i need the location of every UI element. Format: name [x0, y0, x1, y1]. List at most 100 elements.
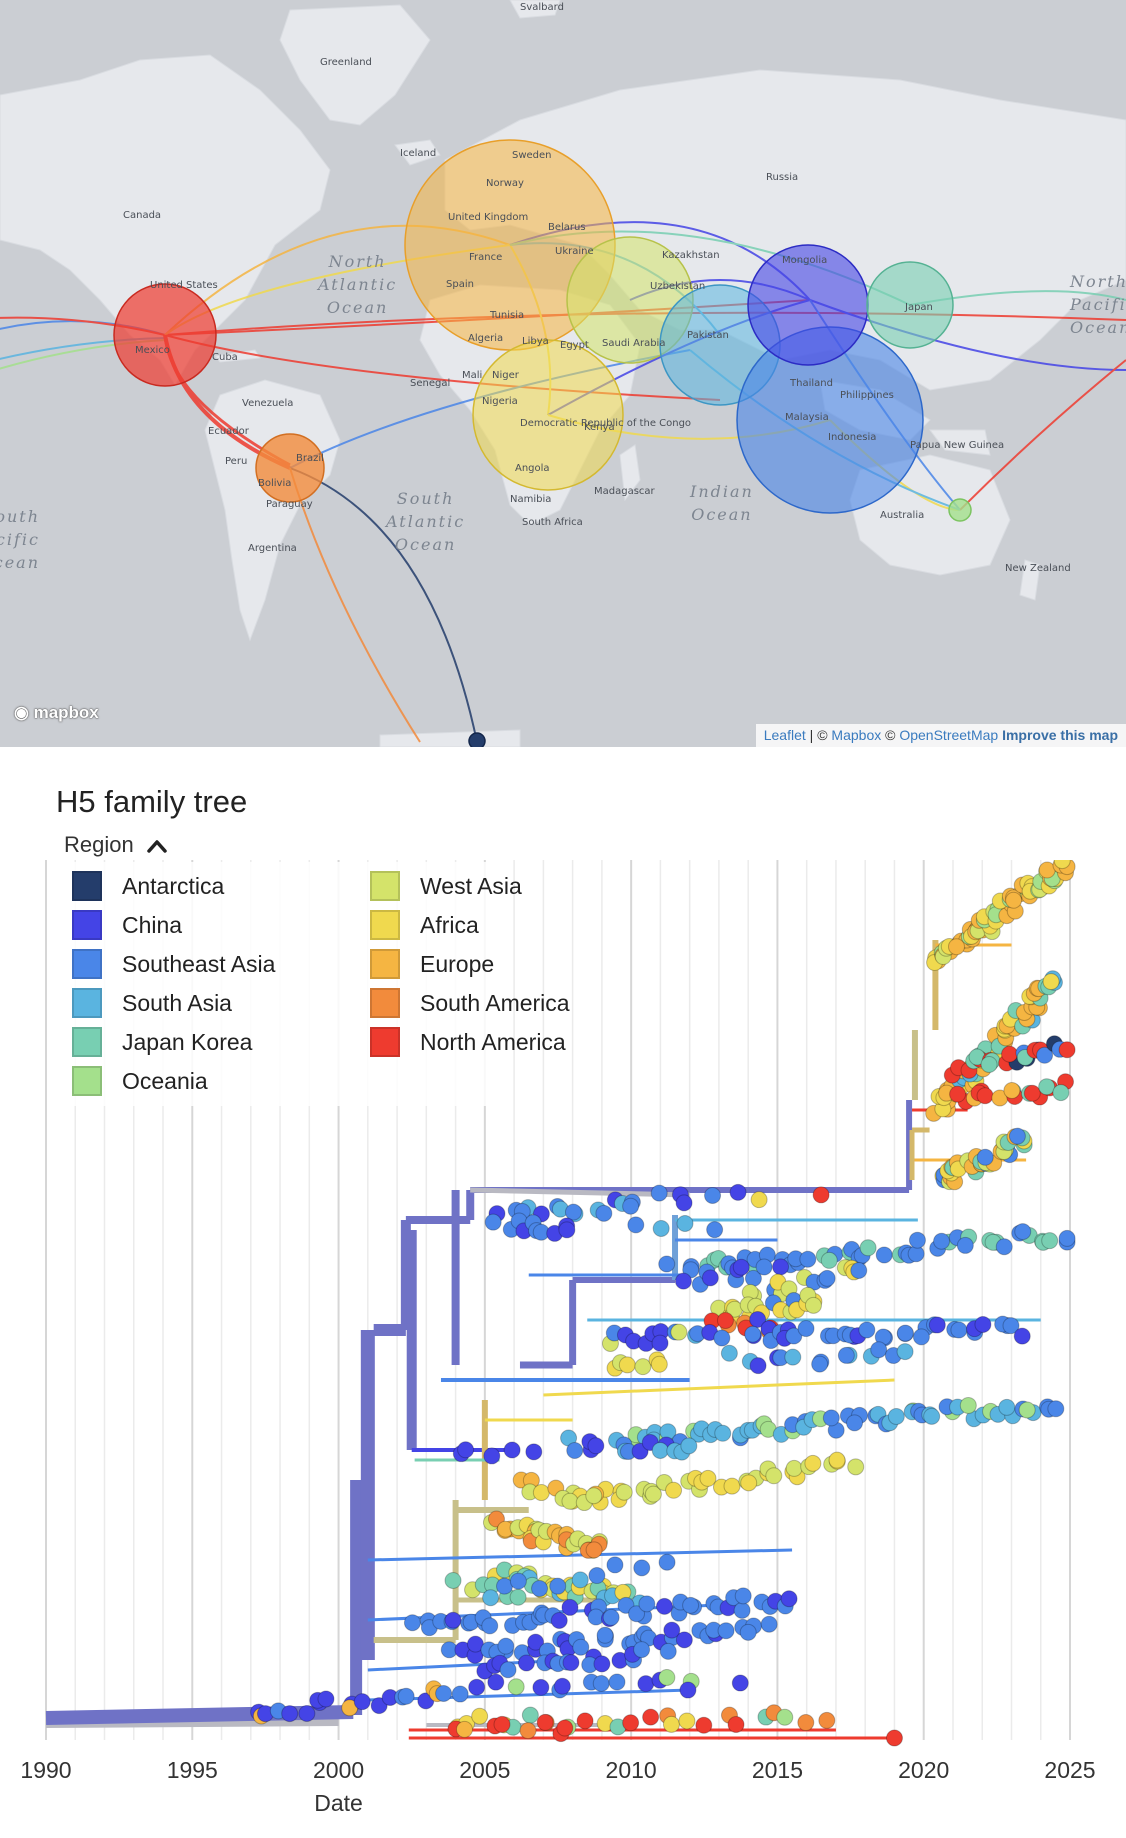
tip-node [670, 1323, 688, 1341]
tip-node [482, 1589, 500, 1607]
tip-node [298, 1704, 316, 1722]
legend-swatch [370, 1027, 400, 1057]
tip-node [517, 1654, 535, 1672]
tip-node [1036, 1046, 1054, 1064]
tip-node [606, 1556, 624, 1574]
tip-node [1003, 1081, 1021, 1099]
map-label-united-states: United States [150, 280, 218, 291]
legend-swatch [370, 949, 400, 979]
tip-node [750, 1191, 768, 1209]
tip-node [908, 1231, 926, 1249]
tip-node [531, 1580, 549, 1598]
tip-node [564, 1203, 582, 1221]
map-label-ecuador: Ecuador [208, 426, 249, 437]
land-madagascar [619, 444, 641, 502]
tip-node [749, 1357, 767, 1375]
tip-node [949, 1085, 967, 1103]
region-circle-oceania [948, 498, 972, 522]
map-label-ukraine: Ukraine [555, 246, 594, 257]
tip-node [731, 1674, 749, 1692]
arc [959, 359, 1126, 511]
tip-node [370, 1697, 388, 1715]
tip-node [1002, 1317, 1020, 1335]
leaflet-link[interactable]: Leaflet [763, 727, 806, 743]
land-north-america [0, 54, 331, 386]
region-circle-south-america [255, 433, 325, 503]
tip-node [571, 1571, 589, 1589]
tip-node [875, 1246, 893, 1264]
legend-label: South America [420, 990, 570, 1016]
map-label-belarus: Belarus [548, 222, 586, 233]
tip-node [679, 1681, 697, 1699]
tip-node [998, 1398, 1016, 1416]
tip-node [507, 1678, 525, 1696]
tip-node [887, 1407, 905, 1425]
x-tick-label: 2010 [606, 1757, 657, 1783]
tip-node [749, 1310, 767, 1328]
tip-node [281, 1705, 299, 1723]
date-axis: 1990 1995 2000 2005 2010 2015 2020 2025 Date [20, 1757, 1095, 1816]
map-label-madagascar: Madagascar [594, 486, 655, 497]
legend-label: China [122, 912, 183, 938]
tip-node [663, 1621, 681, 1639]
tip-node [755, 1258, 773, 1276]
branch [367, 1688, 690, 1702]
tip-node [1008, 1127, 1026, 1145]
legend-label: Africa [420, 912, 479, 938]
tip-node [980, 1055, 998, 1073]
transmission-map[interactable]: Svalbard Greenland Iceland Canada United Sta… [0, 0, 1126, 747]
legend-label: North America [420, 1029, 566, 1055]
phylogenetic-tree[interactable]: 1990 1995 2000 2005 2010 2015 2020 2025 Date [0, 860, 1126, 1838]
tip-node [1053, 860, 1071, 870]
map-label-saudi-arabia: Saudi Arabia [602, 338, 666, 349]
map-label-sweden: Sweden [512, 150, 552, 161]
openstreetmap-link[interactable]: OpenStreetMap [899, 727, 999, 743]
tip-node [527, 1633, 545, 1651]
x-tick-label: 1990 [20, 1757, 71, 1783]
map-label-brazil: Brazil [296, 453, 324, 464]
attribution-separator: | [809, 727, 814, 743]
tip-node [950, 1321, 968, 1339]
legend-swatch [72, 1066, 102, 1096]
tip-node [846, 1414, 864, 1432]
tip-node [797, 1714, 815, 1732]
map-label-drc: Democratic Republic of the Congo [520, 418, 692, 429]
tip-node [525, 1443, 543, 1461]
tip-node [550, 1612, 568, 1630]
tip-node [760, 1615, 778, 1633]
tip-node [650, 1355, 668, 1373]
land-new-zealand [1019, 559, 1041, 601]
improve-map-link[interactable]: Improve this map [1002, 727, 1118, 743]
map-canvas [0, 0, 1126, 747]
legend-label: Antarctica [122, 873, 225, 899]
map-label-nigeria: Nigeria [482, 396, 518, 407]
legend-swatch [72, 871, 102, 901]
tip-node [828, 1451, 846, 1469]
map-label-russia: Russia [766, 172, 799, 183]
tip-node [650, 1184, 668, 1202]
tip-node [585, 1487, 603, 1505]
tip-node [858, 1321, 876, 1339]
map-label-peru: Peru [225, 456, 248, 467]
tip-node [797, 1320, 815, 1338]
map-label-canada: Canada [123, 210, 162, 221]
tip-node [457, 1441, 475, 1459]
tip-node [628, 1605, 646, 1623]
tip-node [976, 1148, 994, 1166]
tip-node [765, 1467, 783, 1485]
tip-node [602, 1608, 620, 1626]
mapbox-link[interactable]: Mapbox [831, 727, 882, 743]
legend-swatch [72, 910, 102, 940]
ocean-label-south-atlantic: South Atlantic Ocean [386, 489, 466, 554]
tip-node [804, 1296, 822, 1314]
tip-node [471, 1707, 489, 1725]
mapbox-logo[interactable]: ◉ mapbox [14, 703, 99, 723]
land-svalbard [509, 0, 561, 19]
tip-node [642, 1708, 660, 1726]
tip-node [859, 1239, 877, 1257]
tip-node [444, 1571, 462, 1589]
tip-node [674, 1272, 692, 1290]
tip-node [912, 1328, 930, 1346]
legend-toggle-button[interactable]: Region [64, 832, 168, 858]
legend-swatch [370, 910, 400, 940]
